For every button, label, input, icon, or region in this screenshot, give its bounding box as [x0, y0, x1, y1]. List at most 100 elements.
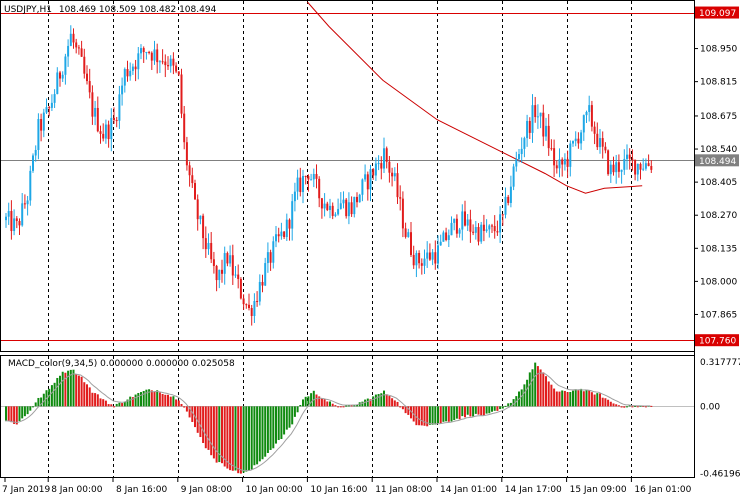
candle[interactable] — [569, 140, 572, 177]
candle[interactable] — [196, 194, 199, 231]
candle[interactable] — [172, 52, 175, 75]
macd-bar[interactable] — [23, 406, 26, 417]
candle[interactable] — [442, 230, 445, 242]
candle[interactable] — [34, 145, 37, 162]
macd-bar[interactable] — [129, 396, 132, 407]
macd-bar[interactable] — [21, 406, 24, 419]
macd-bar[interactable] — [107, 404, 110, 407]
macd-bar[interactable] — [88, 387, 91, 407]
candle[interactable] — [153, 40, 156, 65]
macd-bar[interactable] — [218, 406, 221, 463]
macd-bar[interactable] — [450, 406, 453, 422]
macd-bar[interactable] — [86, 384, 88, 407]
candle[interactable] — [345, 198, 348, 219]
macd-bar[interactable] — [391, 398, 394, 407]
macd-bar[interactable] — [364, 399, 367, 407]
macd-bar[interactable] — [464, 406, 466, 418]
candle[interactable] — [623, 149, 626, 175]
macd-bar[interactable] — [585, 389, 588, 407]
macd-bar[interactable] — [609, 401, 612, 407]
macd-bar[interactable] — [644, 406, 647, 408]
candle[interactable] — [399, 185, 402, 211]
candle[interactable] — [199, 215, 202, 225]
macd-bar[interactable] — [366, 398, 369, 407]
macd-bar[interactable] — [275, 406, 277, 444]
macd-bar[interactable] — [509, 402, 512, 407]
candle[interactable] — [553, 139, 556, 178]
macd-bar[interactable] — [59, 375, 61, 407]
macd-bar[interactable] — [547, 381, 550, 407]
macd-bar[interactable] — [169, 396, 172, 407]
candle[interactable] — [428, 243, 431, 261]
candle[interactable] — [493, 215, 496, 239]
candle[interactable] — [526, 114, 529, 147]
candle[interactable] — [512, 163, 515, 191]
macd-bar[interactable] — [550, 384, 553, 407]
candle[interactable] — [102, 123, 105, 142]
candle[interactable] — [401, 191, 404, 238]
macd-bar[interactable] — [221, 406, 223, 464]
macd-bar[interactable] — [185, 406, 188, 412]
candle[interactable] — [642, 158, 645, 172]
candle[interactable] — [56, 67, 59, 95]
macd-bar[interactable] — [207, 406, 210, 450]
macd-bar[interactable] — [329, 401, 331, 407]
candle[interactable] — [237, 264, 240, 289]
candle[interactable] — [77, 44, 80, 55]
macd-bar[interactable] — [131, 397, 134, 407]
macd-bar[interactable] — [347, 405, 350, 407]
candle[interactable] — [242, 294, 245, 311]
macd-bar[interactable] — [572, 390, 574, 407]
candle[interactable] — [72, 28, 75, 49]
macd-bar[interactable] — [604, 398, 607, 407]
candle[interactable] — [329, 198, 331, 219]
candle[interactable] — [115, 116, 118, 128]
macd-bar[interactable] — [458, 406, 461, 420]
candle[interactable] — [164, 54, 167, 78]
macd-bar[interactable] — [118, 402, 121, 407]
macd-bar[interactable] — [80, 376, 83, 407]
macd-bar[interactable] — [102, 399, 105, 407]
macd-bar[interactable] — [574, 389, 577, 407]
candle[interactable] — [385, 146, 388, 169]
macd-bar[interactable] — [188, 406, 191, 418]
candle[interactable] — [639, 162, 642, 180]
candle[interactable] — [261, 274, 264, 293]
macd-bar[interactable] — [431, 406, 434, 425]
macd-bar[interactable] — [434, 406, 437, 425]
macd-bar[interactable] — [196, 406, 199, 433]
macd-bar[interactable] — [599, 393, 601, 407]
candle[interactable] — [577, 132, 580, 149]
macd-bar[interactable] — [177, 400, 180, 407]
macd-bar[interactable] — [145, 389, 148, 407]
candle[interactable] — [636, 163, 639, 182]
candle[interactable] — [644, 158, 647, 171]
candle[interactable] — [536, 104, 539, 129]
candle[interactable] — [617, 154, 620, 178]
macd-bar[interactable] — [493, 406, 496, 411]
macd-bar[interactable] — [353, 404, 356, 407]
macd-bar[interactable] — [280, 406, 283, 439]
candle[interactable] — [275, 225, 277, 248]
macd-bar[interactable] — [285, 406, 288, 430]
macd-bar[interactable] — [110, 404, 113, 407]
candle[interactable] — [407, 228, 410, 238]
macd-bar[interactable] — [482, 406, 485, 416]
macd-bar[interactable] — [380, 393, 383, 407]
candle[interactable] — [572, 140, 574, 147]
candle[interactable] — [439, 234, 442, 246]
macd-bar[interactable] — [453, 406, 456, 421]
macd-bar[interactable] — [566, 392, 569, 407]
macd-bar[interactable] — [480, 406, 483, 416]
candle[interactable] — [185, 136, 188, 171]
candle[interactable] — [156, 43, 159, 74]
macd-bar[interactable] — [99, 398, 102, 407]
candle[interactable] — [291, 193, 294, 241]
candle[interactable] — [183, 105, 186, 150]
candle[interactable] — [323, 193, 326, 217]
candle[interactable] — [477, 223, 480, 246]
candle[interactable] — [266, 242, 269, 273]
macd-bar[interactable] — [580, 388, 583, 407]
candle[interactable] — [288, 218, 291, 241]
